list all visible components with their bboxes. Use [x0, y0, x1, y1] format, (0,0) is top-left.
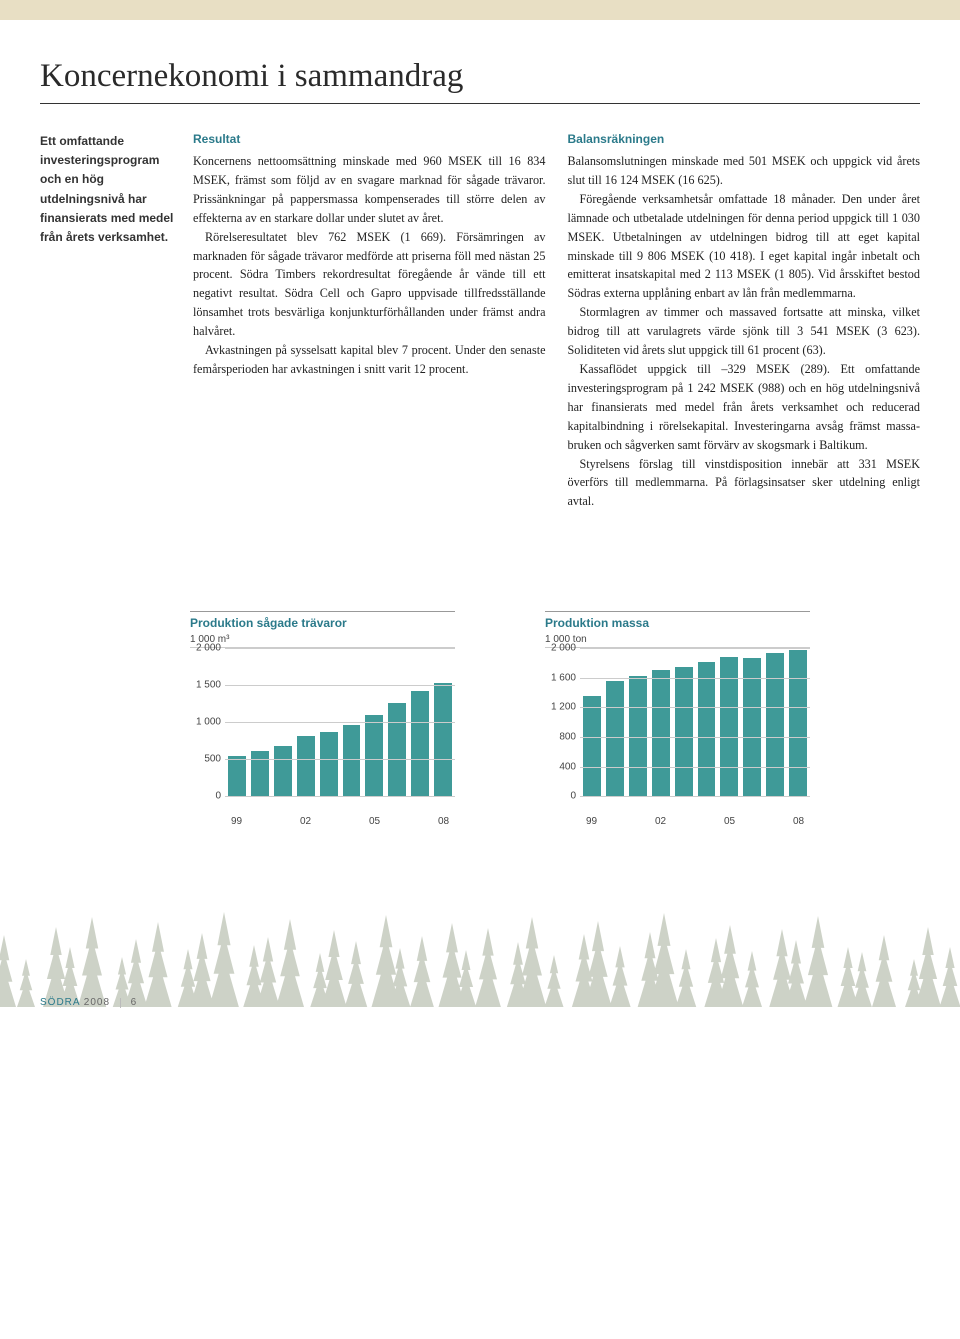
chart2-unit: 1 000 ton: [545, 634, 810, 648]
y-tick-label: 0: [570, 791, 576, 802]
chart1-title: Produktion sågade trävaror: [190, 611, 455, 630]
bar: [766, 653, 784, 796]
bar: [606, 681, 624, 796]
bar: [365, 715, 383, 796]
y-tick-label: 2 000: [551, 643, 576, 654]
gridline: [225, 796, 455, 797]
y-tick-label: 1 500: [196, 680, 221, 691]
top-decorative-band: [0, 0, 960, 20]
forest-silhouette-band: [0, 867, 960, 1007]
y-tick-label: 1 000: [196, 717, 221, 728]
gridline: [225, 685, 455, 686]
x-tick-label: 99: [225, 816, 248, 827]
x-tick-label: [603, 816, 626, 827]
bar: [652, 670, 670, 796]
resultat-body: Koncernens nettoomsättning minskade med …: [193, 152, 546, 379]
sidebar: Ett omfattande investerings­program och …: [40, 132, 175, 511]
y-tick-label: 1 600: [551, 672, 576, 683]
chart1-unit: 1 000 m³: [190, 634, 455, 648]
chart1-y-axis: 2 0001 5001 0005000: [190, 648, 225, 813]
x-tick-label: 02: [649, 816, 672, 827]
pull-quote: Ett omfattande investerings­program och …: [40, 132, 175, 247]
page-title: Koncernekonomi i sammandrag: [40, 20, 920, 104]
x-tick-label: 05: [363, 816, 386, 827]
gridline: [225, 648, 455, 649]
gridline: [580, 767, 810, 768]
chart2-body: 2 0001 6001 2008004000: [545, 648, 810, 813]
x-tick-label: [317, 816, 340, 827]
chart1-plot: [225, 648, 455, 813]
page-content: Koncernekonomi i sammandrag Ett omfattan…: [0, 20, 960, 1038]
y-tick-label: 400: [559, 761, 576, 772]
chart2-x-axis: 99 02 05 08: [545, 813, 810, 827]
y-tick-label: 0: [215, 791, 221, 802]
bar: [343, 725, 361, 796]
x-tick-label: [672, 816, 695, 827]
y-tick-label: 500: [204, 754, 221, 765]
bar: [388, 703, 406, 796]
bar: [583, 696, 601, 796]
bar: [228, 756, 246, 797]
column-balans: Balansräkningen Balansomslutningen minsk…: [568, 132, 921, 511]
bar: [434, 683, 452, 796]
x-tick-label: 08: [432, 816, 455, 827]
x-tick-label: [271, 816, 294, 827]
body-columns: Resultat Koncernens nettoomsättning mins…: [193, 132, 920, 511]
bar: [411, 691, 429, 796]
x-tick-label: 05: [718, 816, 741, 827]
x-tick-label: [626, 816, 649, 827]
resultat-heading: Resultat: [193, 132, 546, 146]
x-tick-label: [386, 816, 409, 827]
footer-text: SÖDRA 2008 6: [40, 997, 920, 1008]
chart-massa: Produktion massa 1 000 ton 2 000 1 600 1 2…: [545, 611, 810, 827]
x-tick-label: [741, 816, 764, 827]
bar: [675, 667, 693, 797]
x-tick-label: [248, 816, 271, 827]
chart2-plot: [580, 648, 810, 813]
chart1-body: 2 0001 5001 0005000: [190, 648, 455, 813]
bar: [251, 751, 269, 796]
bar: [274, 746, 292, 796]
y-tick-label: 2 000: [196, 643, 221, 654]
gridline: [580, 648, 810, 649]
x-tick-label: 08: [787, 816, 810, 827]
chart-sagade-travaror: Produktion sågade trävaror 1 000 m³ 2 00…: [190, 611, 455, 827]
bar: [297, 736, 315, 797]
x-tick-label: [409, 816, 432, 827]
charts-row: Produktion sågade trävaror 1 000 m³ 2 00…: [0, 511, 960, 827]
x-tick-label: 99: [580, 816, 603, 827]
gridline: [225, 759, 455, 760]
forest-path: [0, 912, 960, 1007]
content-grid: Ett omfattande investerings­program och …: [0, 132, 960, 511]
balans-heading: Balansräkningen: [568, 132, 921, 146]
gridline: [580, 737, 810, 738]
x-tick-label: [340, 816, 363, 827]
bar: [698, 662, 716, 796]
bar: [320, 732, 338, 796]
gridline: [580, 707, 810, 708]
footer-separator: [120, 998, 121, 1008]
footer-year: 2008: [84, 997, 110, 1008]
chart1-x-axis: 99 02 05 08: [190, 813, 455, 827]
y-tick-label: 800: [559, 732, 576, 743]
y-tick-label: 1 200: [551, 702, 576, 713]
chart2-title: Produktion massa: [545, 611, 810, 630]
forest-svg: [0, 897, 960, 1007]
chart2-y-axis: 2 0001 6001 2008004000: [545, 648, 580, 813]
balans-body: Balansomslutningen minskade med 501 MSEK…: [568, 152, 921, 511]
page-footer: SÖDRA 2008 6: [0, 997, 960, 1038]
gridline: [225, 722, 455, 723]
x-tick-label: [695, 816, 718, 827]
bar: [789, 650, 807, 797]
footer-page-number: 6: [131, 997, 138, 1008]
column-resultat: Resultat Koncernens nettoomsättning mins…: [193, 132, 546, 511]
chart2-bars: [580, 648, 810, 796]
gridline: [580, 678, 810, 679]
gridline: [580, 796, 810, 797]
x-tick-label: [764, 816, 787, 827]
footer-brand: SÖDRA: [40, 997, 80, 1008]
x-tick-label: 02: [294, 816, 317, 827]
